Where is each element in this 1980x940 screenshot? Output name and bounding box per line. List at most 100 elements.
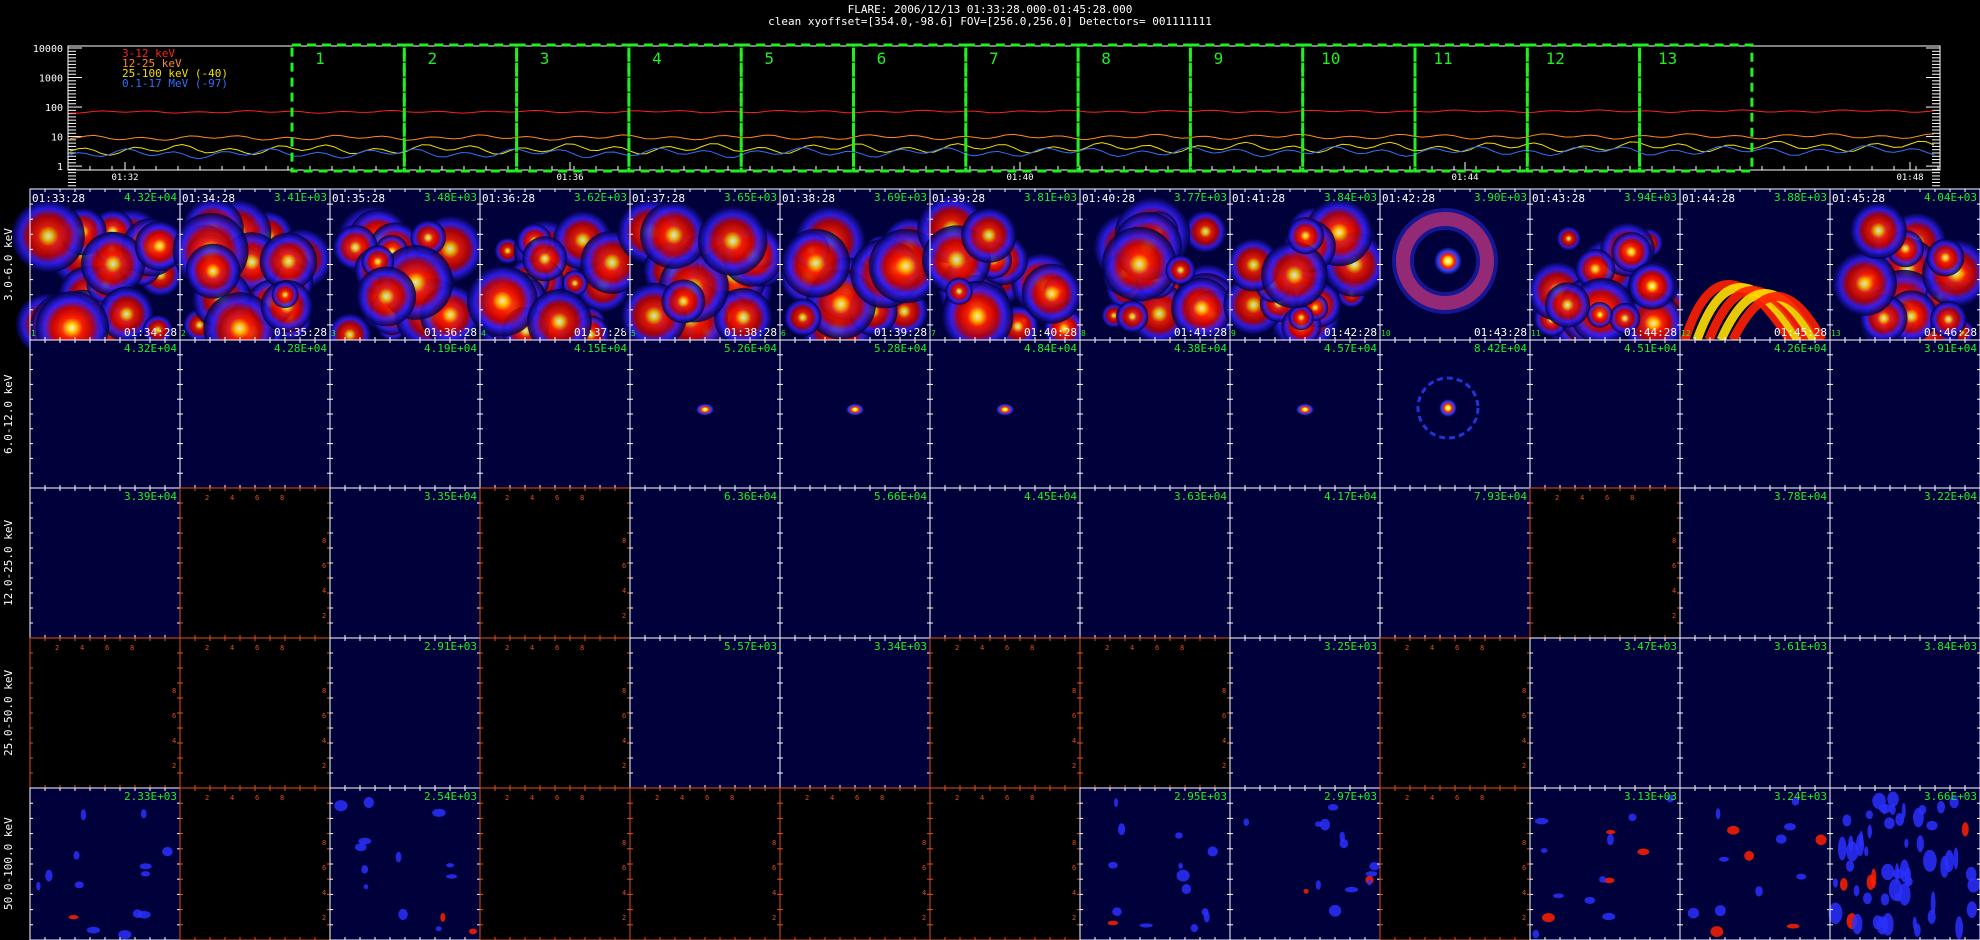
x-tick-label: 01:36 [556, 173, 583, 183]
axis-tick-label: 6 [555, 494, 559, 502]
emission-blob [1544, 282, 1591, 328]
axis-tick-label: 4 [530, 494, 534, 502]
cell-background [930, 788, 1080, 940]
cell-background [480, 638, 630, 788]
cell-background [1380, 488, 1530, 638]
axis-tick-label: 6 [1455, 644, 1459, 652]
noise-speck [1833, 878, 1839, 888]
emission-blob [561, 270, 588, 297]
axis-tick-label: 4 [322, 889, 326, 897]
emission-blob [1926, 238, 1965, 277]
axis-tick-label: 4 [530, 644, 534, 652]
emission-blob [1116, 300, 1149, 333]
max-value-label: 4.32E+04 [124, 342, 177, 355]
grid-cell: 2.91E+03 [329, 637, 481, 789]
grid-cell: 5.28E+04 [779, 339, 931, 489]
emission-arc [1680, 280, 1794, 343]
emission-arc [1728, 292, 1826, 343]
max-value-label: 3.47E+03 [1624, 640, 1677, 653]
cell-background [330, 488, 480, 638]
grid-cell: 4.32E+04 [29, 339, 181, 489]
axis-tick-label: 8 [1672, 537, 1676, 545]
max-value-label: 4.19E+04 [424, 342, 477, 355]
axis-tick-label: 2 [505, 494, 509, 502]
interval-label: 3 [540, 49, 550, 68]
start-time-label: 01:44:28 [1682, 192, 1735, 205]
emission-blob [99, 286, 154, 342]
axis-tick-label: 6 [1155, 644, 1159, 652]
axis-tick-label: 2 [505, 794, 509, 802]
interval-box [739, 43, 856, 173]
cell-background [1680, 638, 1830, 788]
end-time-label: 01:45:28 [1774, 326, 1827, 339]
interval-box [1076, 43, 1192, 173]
noise-speck [68, 914, 79, 920]
cell-background [630, 638, 780, 788]
grid-cell: 3.84E+03 [1829, 637, 1980, 789]
emission-blob [1102, 226, 1177, 302]
grid-cell: 2 2 4 4 6 6 8 8 [779, 787, 931, 940]
interval-index-label: 12 [1681, 329, 1691, 338]
emission-blob [1586, 301, 1613, 328]
end-time-label: 01:40:28 [1024, 326, 1077, 339]
noise-speck [86, 926, 101, 934]
grid-cell: 2.33E+03 [29, 787, 181, 940]
noise-speck [1916, 835, 1924, 853]
grid-cell: 3.90E+03 01:42:28 01:43:28 10 [1379, 188, 1531, 341]
noise-speck [1927, 909, 1936, 924]
axis-tick-label: 2 [772, 914, 776, 922]
grid-cell: 4.57E+04 [1229, 339, 1381, 489]
axis-tick-label: 6 [772, 864, 776, 872]
axis-tick-label: 6 [622, 712, 626, 720]
axis-tick-label: 2 [1405, 644, 1409, 652]
max-value-label: 4.15E+04 [574, 342, 627, 355]
noise-speck [1853, 885, 1860, 897]
max-value-label: 3.22E+04 [1924, 490, 1977, 503]
axis-tick-label: 4 [80, 644, 84, 652]
noise-speck [1314, 821, 1323, 827]
grid-cell: 3.62E+03 01:36:28 01:37:28 4 [466, 188, 644, 357]
y-tick-label: 10000 [33, 44, 63, 55]
noise-speck [363, 884, 369, 890]
curve-12-25-kev [69, 133, 1935, 141]
grid-cell: 3.35E+04 [329, 487, 481, 639]
grid-cell: 2 2 4 4 6 6 8 8 [1379, 787, 1531, 940]
noise-speck [1912, 807, 1924, 828]
interval-index-label: 4 [481, 329, 486, 338]
emission-blob [1622, 292, 1684, 354]
emission-blob [1930, 300, 1967, 338]
cell-background [1230, 638, 1380, 788]
interval-index-label: 7 [931, 329, 936, 338]
grid-cell: 3.77E+03 01:40:28 01:41:28 8 [1079, 188, 1238, 345]
noise-speck [1912, 916, 1917, 930]
noise-speck [1603, 877, 1615, 884]
grid-cell: 2 2 4 4 6 6 8 8 [629, 787, 781, 940]
noise-speck [80, 809, 87, 821]
axis-tick-label: 6 [1605, 494, 1609, 502]
max-value-label: 2.54E+03 [424, 790, 477, 803]
noise-speck [1201, 908, 1209, 916]
axis-tick-label: 2 [622, 762, 626, 770]
cell-background [1530, 488, 1680, 638]
noise-speck [1872, 792, 1886, 810]
cell-background [180, 488, 330, 638]
noise-speck [1845, 860, 1855, 872]
curve-25-100-kev [69, 140, 1935, 156]
axis-tick-label: 8 [322, 537, 326, 545]
noise-speck [45, 869, 53, 882]
emission-arc [1704, 286, 1810, 343]
max-value-label: 2.33E+03 [124, 790, 177, 803]
emission-blob [713, 288, 773, 347]
emission-spot [846, 403, 864, 416]
legend-entry: 25-100 keV (-40) [122, 67, 228, 80]
max-value-label: 4.45E+04 [1024, 490, 1077, 503]
grid-cell: 3.69E+03 01:38:28 01:39:28 6 [779, 188, 944, 365]
axis-tick-label: 4 [1222, 737, 1226, 745]
grid-cell: 3.13E+03 [1529, 787, 1681, 940]
interval-label: 4 [652, 49, 662, 68]
noise-speck [1112, 907, 1122, 916]
noise-speck [1315, 880, 1321, 890]
start-time-label: 01:45:28 [1832, 192, 1885, 205]
noise-speck [1852, 913, 1863, 935]
grid-cell: 3.63E+04 [1079, 487, 1231, 639]
